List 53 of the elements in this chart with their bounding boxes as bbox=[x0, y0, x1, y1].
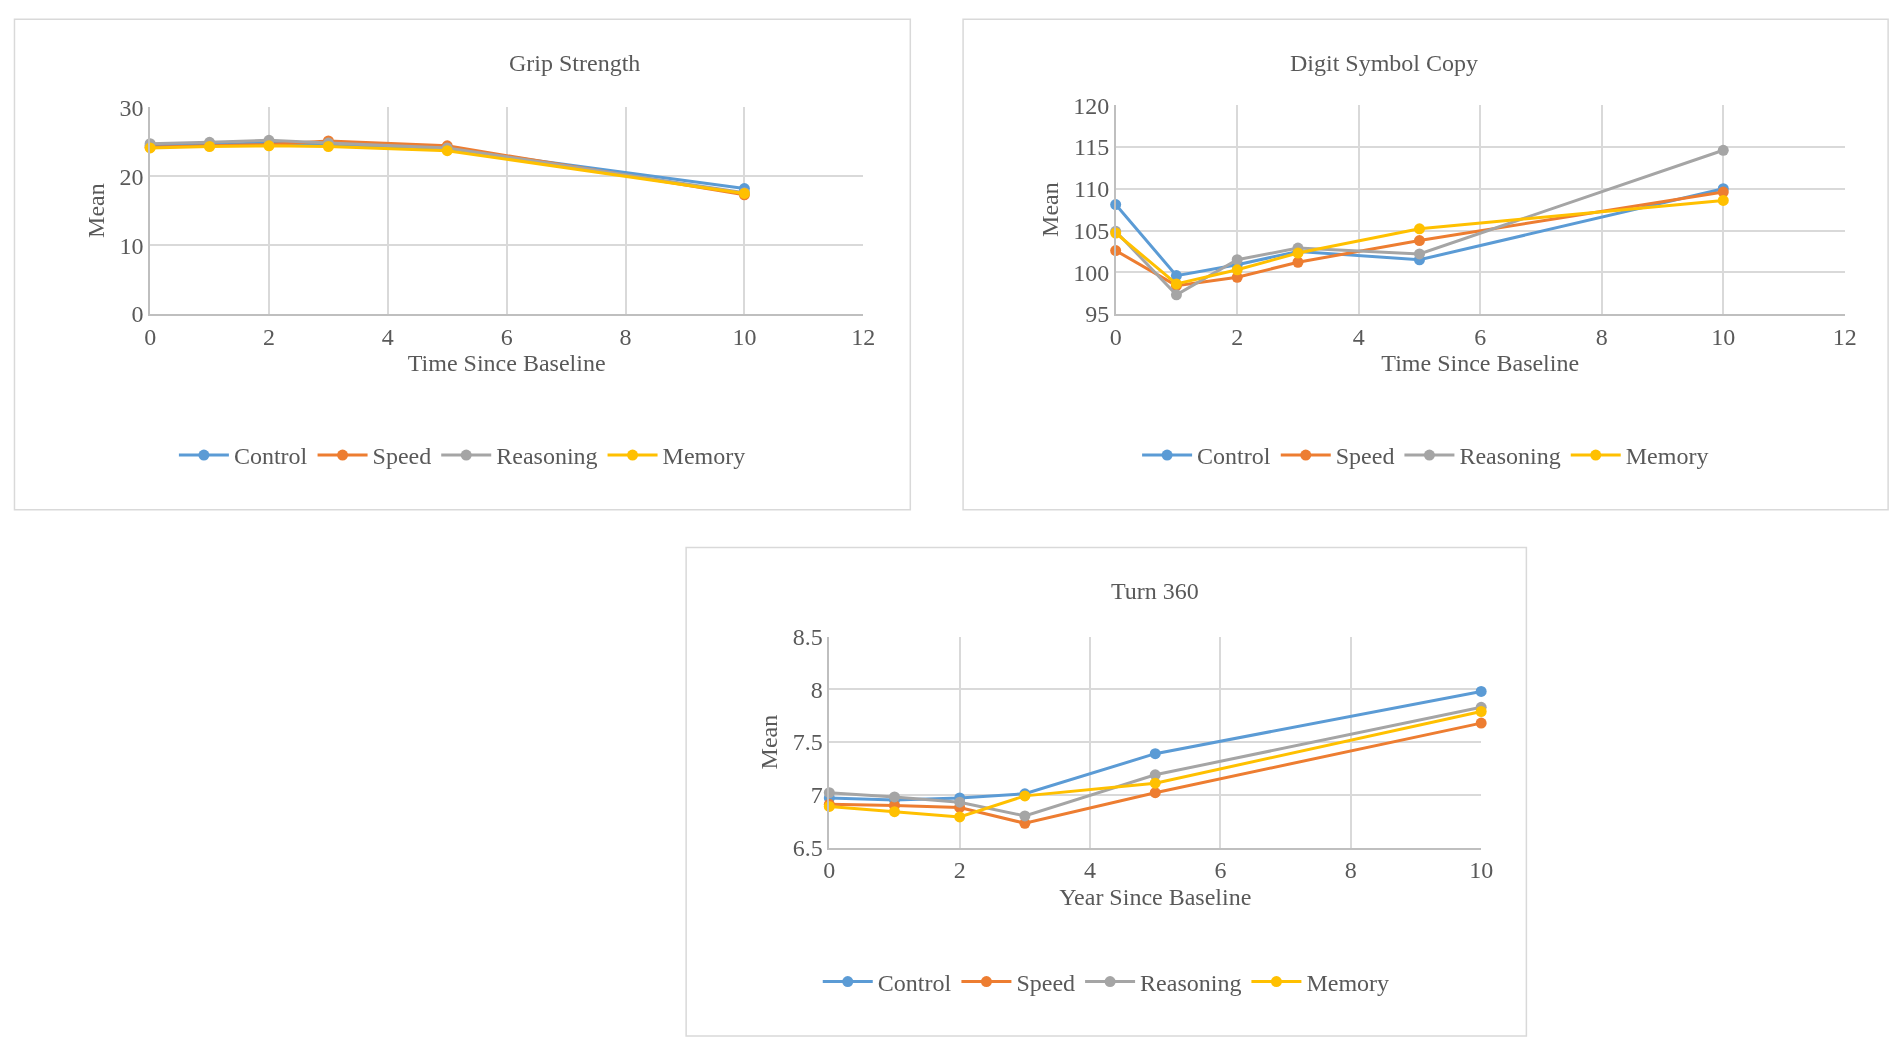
x-tick-label: 6 bbox=[1214, 857, 1227, 884]
x-tick-label: 10 bbox=[732, 323, 757, 350]
legend-label: Memory bbox=[1625, 443, 1709, 470]
x-tick-label: 10 bbox=[1711, 323, 1736, 350]
x-tick-label: 12 bbox=[851, 323, 876, 350]
chart-title: Digit Symbol Copy bbox=[1290, 50, 1479, 76]
legend-label: Memory bbox=[1306, 969, 1390, 996]
chart-title: Turn 360 bbox=[1111, 578, 1199, 604]
x-tick-label: 2 bbox=[1231, 323, 1244, 350]
x-tick-label: 8 bbox=[1344, 857, 1357, 884]
y-axis-title: Mean bbox=[83, 183, 110, 238]
legend-label: Speed bbox=[1016, 969, 1076, 996]
x-axis-title: Time Since Baseline bbox=[1381, 350, 1580, 377]
y-tick-label: 7.5 bbox=[792, 729, 823, 756]
x-tick-label: 6 bbox=[500, 323, 513, 350]
legend-label: Control bbox=[877, 969, 952, 996]
y-tick-label: 7 bbox=[810, 782, 823, 809]
legend-label: Reasoning bbox=[1459, 443, 1561, 470]
x-tick-label: 2 bbox=[262, 323, 275, 350]
y-axis-title: Mean bbox=[1036, 182, 1063, 237]
legend-label: Speed bbox=[372, 443, 432, 470]
legend-label: Control bbox=[1197, 443, 1271, 470]
y-tick-label: 20 bbox=[119, 163, 144, 190]
legend-label: Reasoning bbox=[1140, 969, 1242, 996]
y-tick-label: 115 bbox=[1074, 134, 1110, 161]
y-tick-label: 0 bbox=[131, 301, 144, 328]
y-tick-label: 120 bbox=[1073, 92, 1110, 119]
y-tick-label: 10 bbox=[119, 232, 144, 259]
x-tick-label: 4 bbox=[1352, 323, 1365, 350]
x-tick-label: 2 bbox=[953, 857, 966, 884]
y-tick-label: 30 bbox=[119, 94, 144, 121]
y-axis-title: Mean bbox=[756, 714, 783, 770]
y-tick-label: 6.5 bbox=[792, 834, 823, 861]
x-tick-label: 6 bbox=[1474, 323, 1487, 350]
x-tick-label: 12 bbox=[1832, 323, 1857, 350]
x-axis-title: Year Since Baseline bbox=[1059, 883, 1252, 910]
chart-title: Grip Strength bbox=[509, 50, 641, 76]
x-tick-label: 10 bbox=[1469, 857, 1494, 884]
x-tick-label: 8 bbox=[1595, 323, 1608, 350]
y-tick-label: 110 bbox=[1074, 176, 1110, 203]
legend-label: Control bbox=[233, 443, 308, 470]
y-tick-label: 8 bbox=[810, 676, 823, 703]
legend-label: Memory bbox=[662, 443, 746, 470]
x-tick-label: 4 bbox=[381, 323, 394, 350]
x-tick-label: 4 bbox=[1084, 857, 1097, 884]
legend-label: Speed bbox=[1335, 443, 1395, 470]
y-tick-label: 95 bbox=[1085, 301, 1110, 328]
y-tick-label: 105 bbox=[1073, 217, 1110, 244]
x-tick-label: 8 bbox=[619, 323, 632, 350]
y-tick-label: 100 bbox=[1073, 259, 1110, 286]
y-tick-label: 8.5 bbox=[792, 624, 823, 651]
legend-label: Reasoning bbox=[496, 443, 598, 470]
x-axis-title: Time Since Baseline bbox=[407, 350, 606, 377]
